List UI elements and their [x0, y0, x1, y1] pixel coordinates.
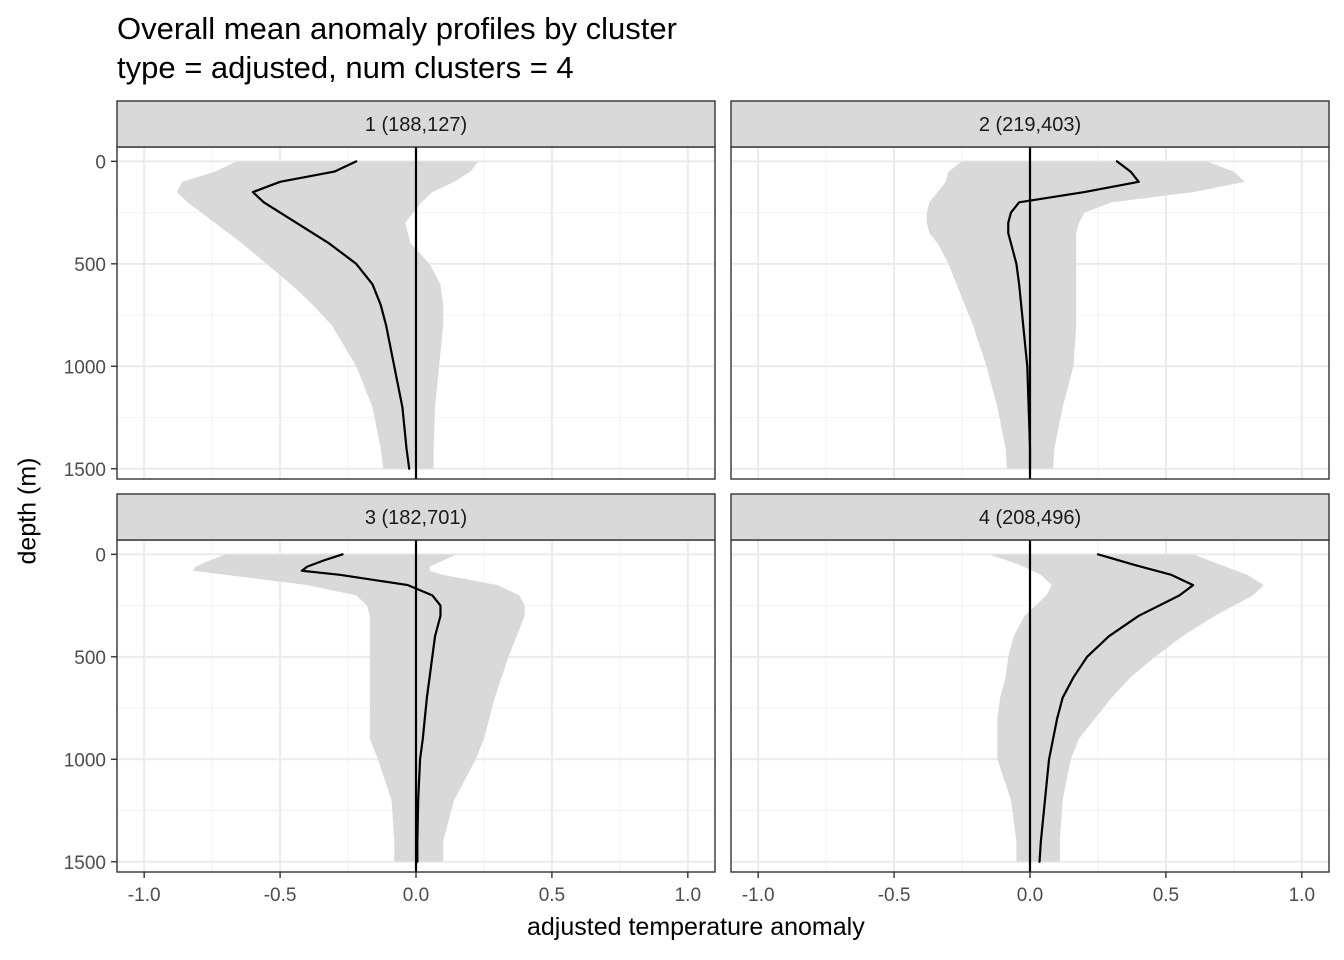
- chart-subtitle: type = adjusted, num clusters = 4: [117, 50, 574, 85]
- mean-line: [251, 160, 411, 470]
- x-tick-label: -1.0: [742, 885, 775, 906]
- mean-line: [300, 553, 442, 863]
- strip-label: 4 (208,496): [979, 507, 1081, 529]
- strip: [730, 100, 1330, 148]
- panel-3: 3 (182,701) 0 500 1000 1500 -1.0 -0.5 0.0 0.5 1.0: [64, 493, 716, 906]
- y-tick-label: 500: [74, 255, 106, 276]
- x-tick-label: -1.0: [128, 885, 161, 906]
- ribbon: [193, 554, 525, 862]
- x-tick-label: 0.5: [1153, 885, 1179, 906]
- y-tick-label: 1000: [64, 357, 106, 378]
- strip-label: 3 (182,701): [365, 507, 467, 529]
- strip: [116, 493, 716, 541]
- ribbon: [989, 554, 1264, 862]
- x-tick-label: 1.0: [1289, 885, 1315, 906]
- mean-line: [1007, 160, 1140, 470]
- strip: [730, 493, 1330, 541]
- x-tick-label: 1.0: [675, 885, 701, 906]
- x-tick-label: 0.0: [1017, 885, 1043, 906]
- y-tick-label: 500: [74, 648, 106, 669]
- y-tick-label: 1500: [64, 460, 106, 481]
- strip-label: 1 (188,127): [365, 114, 467, 136]
- x-axis-title: adjusted temperature anomaly: [527, 913, 865, 941]
- ribbon: [926, 161, 1245, 469]
- y-tick-label: 1000: [64, 750, 106, 771]
- y-tick-label: 0: [95, 545, 106, 566]
- x-tick-label: 0.0: [403, 885, 429, 906]
- ribbon: [176, 161, 479, 469]
- strip: [116, 100, 716, 148]
- y-axis-title: depth (m): [13, 457, 42, 565]
- y-tick-label: 0: [95, 152, 106, 173]
- mean-line: [1038, 553, 1195, 863]
- x-tick-label: 0.5: [539, 885, 565, 906]
- panel-2: 2 (219,403): [730, 100, 1330, 480]
- x-tick-label: -0.5: [878, 885, 911, 906]
- chart-title: Overall mean anomaly profiles by cluster: [117, 11, 677, 46]
- y-tick-label: 1500: [64, 853, 106, 874]
- strip-label: 2 (219,403): [979, 114, 1081, 136]
- panel-4: 4 (208,496) -1.0 -0.5 0.0 0.5 1.0: [730, 493, 1330, 906]
- x-tick-label: -0.5: [264, 885, 297, 906]
- panel-1: 1 (188,127) 0 500 1000 1500: [64, 100, 716, 481]
